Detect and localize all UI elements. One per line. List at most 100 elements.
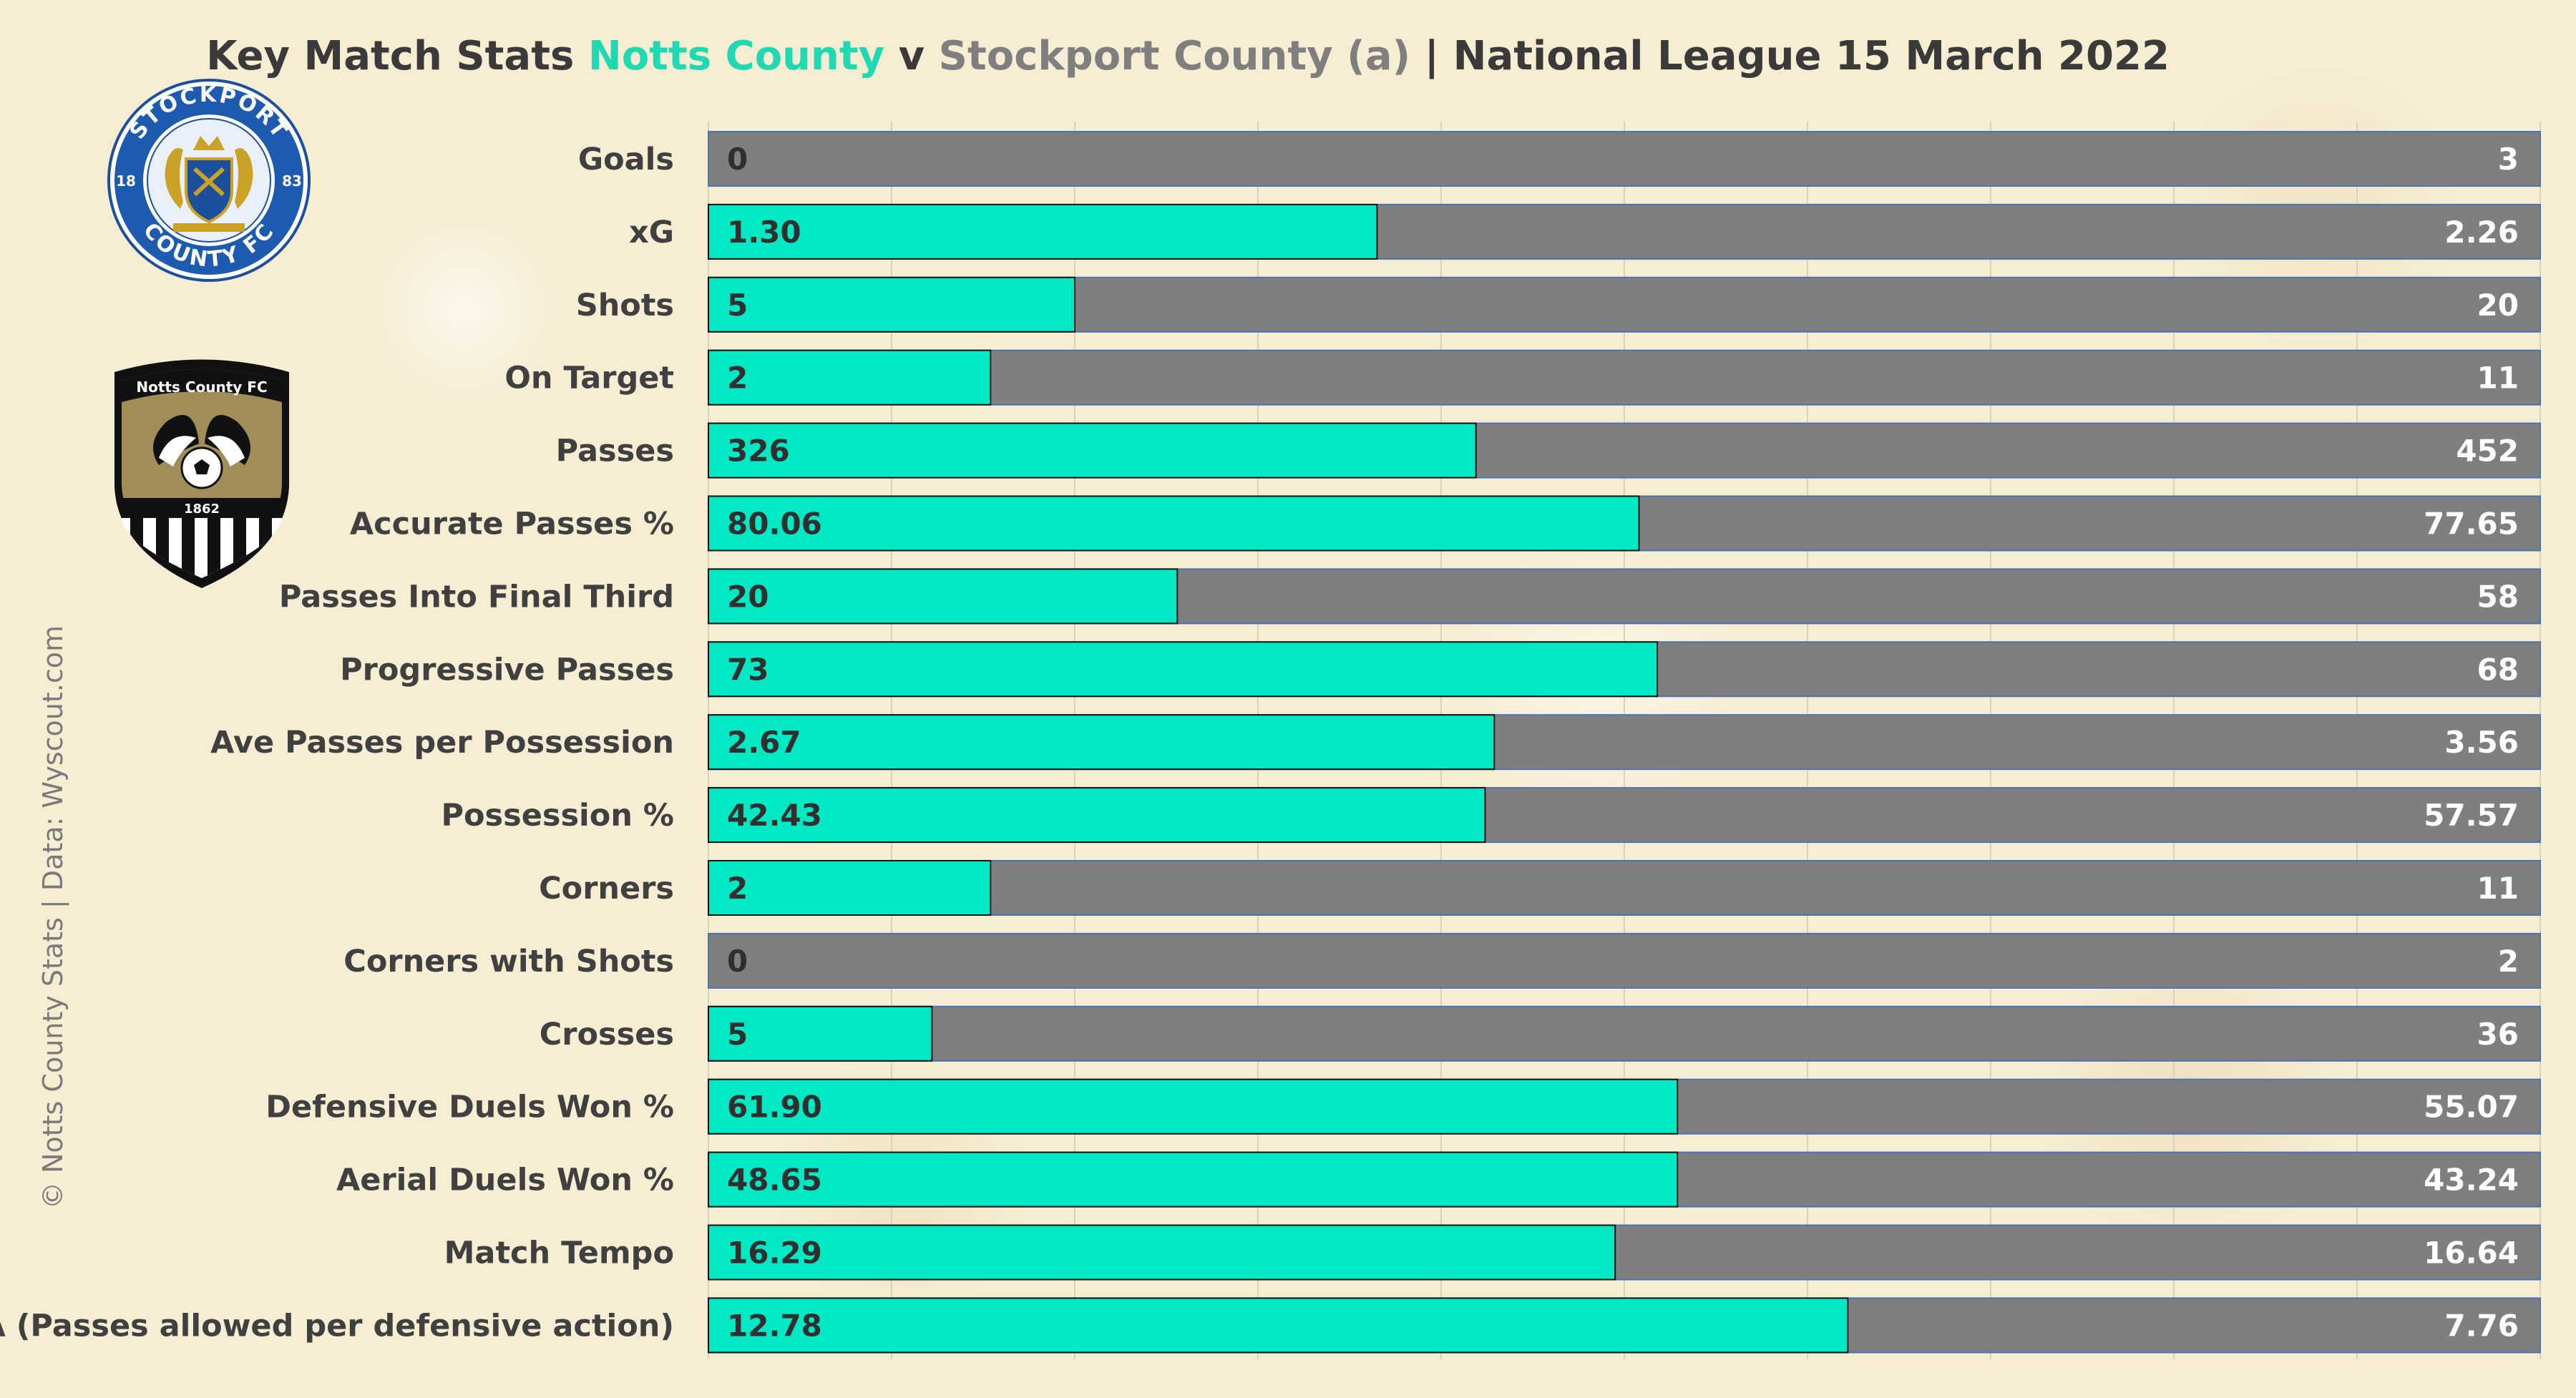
value-label-stockport: 68 [2477, 652, 2519, 687]
notts-county-crest-icon: Notts County FC 1862 [114, 359, 289, 588]
bar-row: Corners 2 11 [539, 860, 2541, 916]
category-label: Crosses [540, 1017, 674, 1052]
value-label-stockport: 452 [2456, 434, 2519, 469]
value-label-notts: 73 [727, 652, 769, 687]
category-label: Possession % [441, 798, 674, 834]
value-label-notts: 20 [727, 579, 769, 614]
bar-stockport [708, 932, 2541, 989]
bar-notts [708, 1005, 933, 1062]
category-label: Ave Passes per Possession [210, 725, 674, 761]
bar-notts [708, 1297, 1849, 1354]
bar-row: Corners with Shots 0 2 [343, 932, 2541, 989]
bar-row: Ave Passes per Possession 2.67 3.56 [210, 714, 2541, 771]
value-label-notts: 12.78 [727, 1308, 822, 1343]
category-label: Defensive Duels Won % [265, 1090, 674, 1125]
bar-stockport [708, 860, 2541, 916]
bar-row: Crosses 5 36 [540, 1005, 2541, 1062]
bar-row: Goals 0 3 [578, 131, 2541, 187]
bar-notts [708, 495, 1640, 552]
value-label-stockport: 3.56 [2444, 725, 2519, 760]
bar-row: Aerial Duels Won % 48.65 43.24 [336, 1151, 2541, 1208]
notts-year-text: 1862 [184, 502, 220, 517]
category-label: PPDA (Passes allowed per defensive actio… [0, 1308, 674, 1344]
title-prefix: Key Match Stats [206, 33, 575, 79]
title-team-away: Stockport County (a) [938, 33, 1411, 79]
value-label-notts: 5 [727, 288, 748, 323]
bar-row: Progressive Passes 73 68 [340, 641, 2541, 698]
bar-stockport [708, 349, 2541, 406]
bar-row: Passes 326 452 [556, 422, 2541, 479]
value-label-stockport: 11 [2477, 361, 2519, 396]
bar-notts [708, 1224, 1616, 1281]
value-label-notts: 48.65 [727, 1163, 822, 1198]
value-label-notts: 2 [727, 871, 748, 906]
value-label-stockport: 16.64 [2424, 1236, 2519, 1271]
value-label-notts: 2 [727, 361, 748, 396]
value-label-notts: 326 [727, 434, 790, 469]
category-label: Corners [539, 871, 674, 906]
bar-row: Accurate Passes % 80.06 77.65 [350, 495, 2541, 552]
bar-row: PPDA (Passes allowed per defensive actio… [0, 1297, 2541, 1354]
stockport-crest-icon: STOCKPORT COUNTY FC 18 83 [107, 79, 311, 282]
value-label-stockport: 7.76 [2444, 1308, 2519, 1343]
bar-row: Match Tempo 16.29 16.64 [444, 1224, 2541, 1281]
value-label-stockport: 2.26 [2444, 215, 2519, 250]
value-label-notts: 1.30 [727, 215, 801, 250]
value-label-stockport: 57.57 [2424, 798, 2519, 833]
value-label-notts: 61.90 [727, 1090, 822, 1125]
bar-stockport [708, 131, 2541, 187]
bar-row: Possession % 42.43 57.57 [441, 787, 2541, 844]
bar-stockport [708, 1005, 2541, 1062]
value-label-notts: 0 [727, 142, 748, 177]
value-label-stockport: 2 [2498, 944, 2519, 979]
value-label-stockport: 77.65 [2424, 507, 2519, 542]
value-label-notts: 2.67 [727, 725, 801, 760]
value-label-stockport: 11 [2477, 871, 2519, 906]
value-label-notts: 5 [727, 1017, 748, 1052]
bar-row: xG 1.30 2.26 [629, 203, 2541, 260]
category-label: Aerial Duels Won % [336, 1163, 674, 1198]
value-label-notts: 0 [727, 944, 748, 979]
title-team-home: Notts County [587, 33, 885, 79]
value-label-stockport: 20 [2477, 288, 2519, 323]
bar-notts [708, 203, 1378, 260]
bar-notts [708, 568, 1179, 625]
bar-notts [708, 422, 1477, 479]
bar-notts [708, 787, 1486, 844]
bar-row: On Target 2 11 [504, 349, 2541, 406]
stockport-left-year: 18 [116, 172, 136, 190]
category-label: Corners with Shots [343, 944, 674, 979]
bar-notts [708, 349, 992, 406]
category-label: Passes Into Final Third [279, 579, 674, 615]
value-label-stockport: 55.07 [2424, 1090, 2519, 1125]
value-label-notts: 80.06 [727, 507, 822, 542]
value-label-stockport: 3 [2498, 142, 2519, 177]
category-label: Progressive Passes [340, 652, 674, 688]
bar-notts [708, 641, 1659, 698]
category-label: Goals [578, 142, 674, 177]
notts-banner-text: Notts County FC [136, 378, 267, 396]
bar-notts [708, 1151, 1679, 1208]
bar-notts [708, 1078, 1679, 1135]
title-suffix: | National League 15 March 2022 [1424, 33, 2170, 79]
category-label: On Target [504, 361, 674, 396]
bar-row: Passes Into Final Third 20 58 [279, 568, 2541, 625]
title-sep: v [898, 33, 925, 79]
value-label-notts: 16.29 [727, 1236, 822, 1271]
category-label: Accurate Passes % [350, 507, 674, 542]
category-label: Passes [556, 434, 674, 469]
bar-row: Defensive Duels Won % 61.90 55.07 [265, 1078, 2541, 1135]
bar-notts [708, 276, 1075, 333]
bar-notts [708, 714, 1496, 771]
value-label-stockport: 36 [2477, 1017, 2519, 1052]
chart-title: Key Match Stats Notts County v Stockport… [200, 33, 2175, 79]
category-label: xG [629, 215, 674, 250]
stockport-right-year: 83 [282, 172, 302, 190]
category-label: Match Tempo [444, 1236, 674, 1271]
bar-row: Shots 5 20 [576, 276, 2541, 333]
value-label-notts: 42.43 [727, 798, 822, 833]
value-label-stockport: 58 [2477, 579, 2519, 614]
